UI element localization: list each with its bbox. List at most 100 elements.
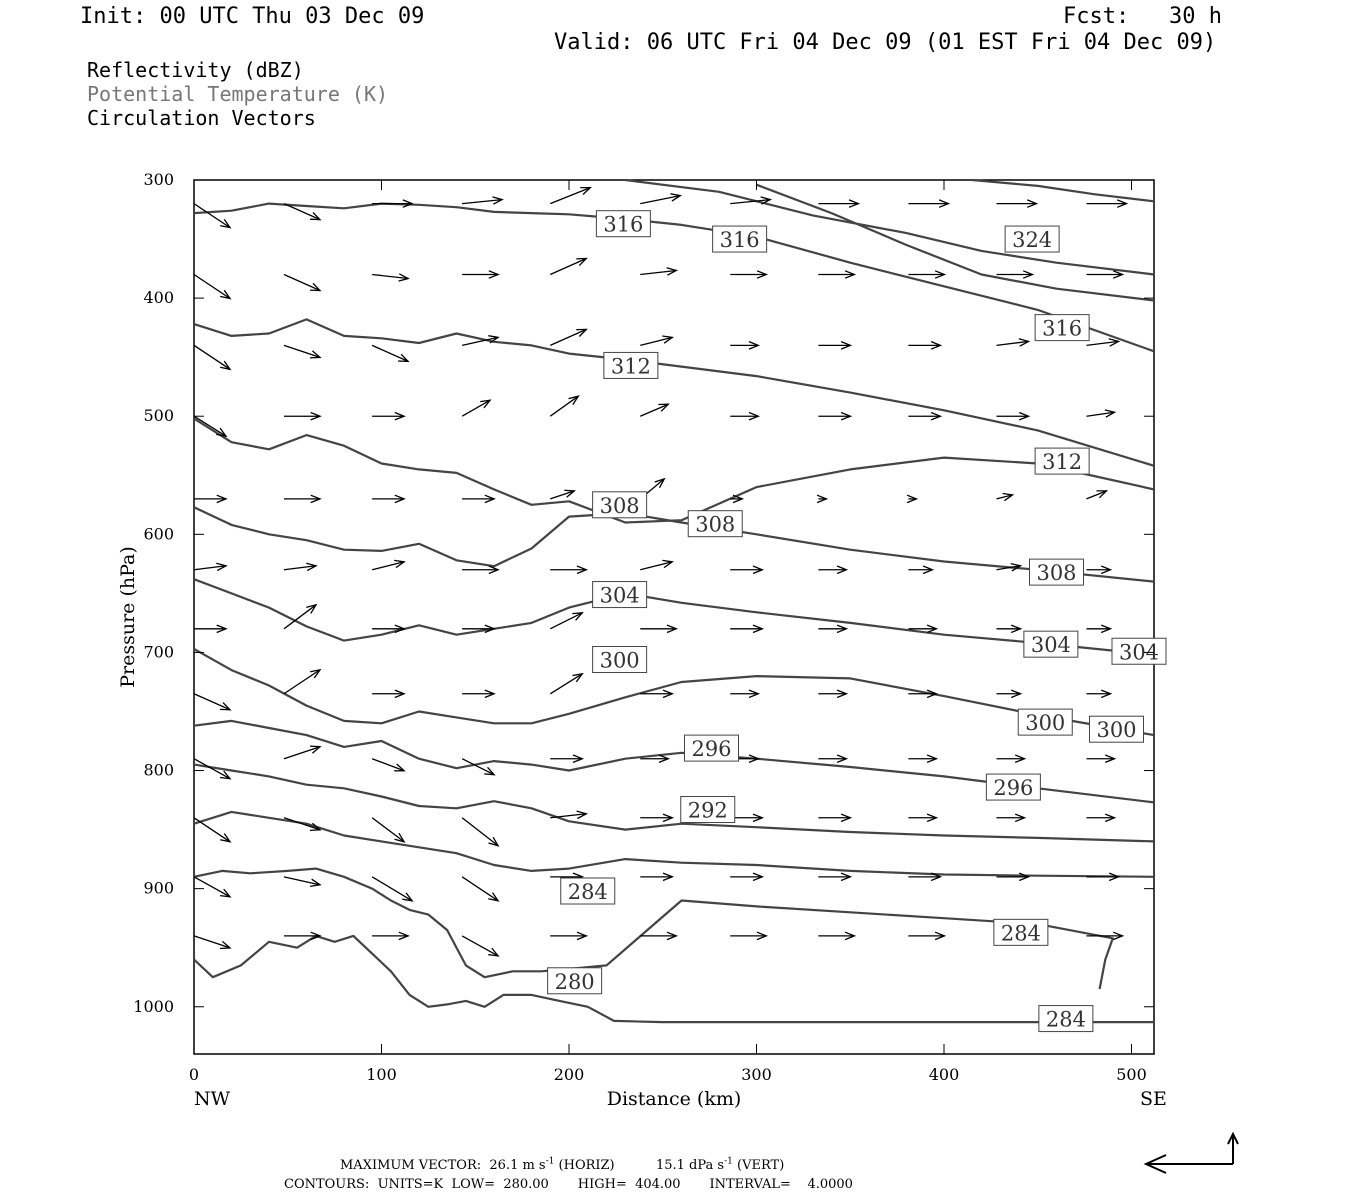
vector-head [1010,689,1023,699]
vector-head [1018,872,1031,882]
circulation-vector [372,689,406,699]
vector-head [220,289,232,300]
vector-head [840,340,853,350]
vector-shaft [1086,340,1119,346]
vector-shaft [193,273,231,300]
circulation-vector [549,257,588,276]
contour-label-text: 284 [1046,1008,1086,1032]
y-tick-label: 1000 [133,997,174,1016]
circulation-vector [193,935,232,950]
circulation-vector [908,340,943,350]
circulation-vector [730,689,761,699]
contour-332 [972,178,1155,203]
circulation-vector [462,494,496,504]
circulation-vector [908,931,947,941]
contour-label: 284 [1038,1005,1094,1033]
vector-head [752,624,765,634]
contour-label-text: 316 [720,228,760,252]
contour-284 [193,867,1114,990]
vector-head [394,559,406,569]
contour-label-box [1089,715,1144,743]
circulation-vector [1086,624,1113,634]
vector-head [906,494,919,504]
circulation-vector [996,492,1015,502]
circulation-vector [462,624,496,634]
contour-label-text: 308 [695,513,735,537]
circulation-vector [908,411,943,421]
max-vector-line: MAXIMUM VECTOR: 26.1 m s-1 (HORIZ) 15.1 … [340,1157,784,1173]
circulation-vector [284,494,322,504]
contour-label-box [1004,225,1060,253]
y-axis-title: Pressure (hPa) [117,546,139,688]
circulation-vector [640,267,679,276]
horiz-value: 26.1 m s [489,1158,546,1173]
circulation-vector [818,411,853,421]
vector-shaft [461,758,495,776]
vector-head [576,810,589,820]
circulation-vector [193,817,232,843]
vector-head [1014,813,1027,823]
vector-head [926,754,939,764]
contour-label-text: 284 [1001,921,1041,945]
vector-head [1100,565,1113,575]
vector-head [1112,931,1125,941]
vector-head [666,624,679,634]
contour-label: 304 [1023,630,1079,658]
x-tick-label: 0 [189,1065,199,1084]
circulation-vector [550,565,589,575]
vector-head [394,411,406,421]
vector-shaft [996,340,1029,346]
vector-head [1096,490,1109,499]
vector-head [220,888,232,898]
circulation-vector [996,338,1031,347]
vector-head [658,403,670,412]
contour-312 [193,417,1155,524]
contour-label-text: 300 [1096,718,1136,742]
contour-label-box [592,646,648,674]
vector-head [748,689,761,699]
y-tick-label: 300 [143,170,174,189]
vector-head [309,212,322,221]
circulation-vector [193,203,232,229]
circulation-vector [1086,338,1121,347]
circulation-vector [906,494,919,504]
vector-head [576,931,589,941]
vector-head [394,624,406,634]
vector-shaft [193,415,227,437]
circulation-vector [640,754,671,764]
vector-head [394,763,406,772]
circulation-vector [818,565,849,575]
circulation-vector [461,758,496,776]
contour-label: 280 [547,967,603,995]
contour-292 [193,763,1155,843]
circulation-vector [640,689,675,699]
vector-shaft [996,565,1021,571]
vector-shaft [283,273,321,292]
circulation-vector [818,624,849,634]
circulation-vector [371,876,414,902]
vector-shaft [283,817,321,831]
circulation-vector [818,813,853,823]
vector-head [398,273,410,282]
vector-shaft [461,817,499,847]
vector-head [922,565,935,575]
vector-shaft [640,561,673,571]
init-time: Init: 00 UTC Thu 03 Dec 09 [80,4,425,29]
vector-head [840,872,853,882]
contour-label: 308 [687,510,743,538]
circulation-vector [461,399,492,417]
vector-head [564,489,576,498]
contour-label: 304 [592,581,648,609]
circulation-vector [1086,754,1117,764]
vector-head [398,931,410,941]
vector-head [756,931,769,941]
contour-label: 296 [684,734,739,762]
vector-shaft [193,344,231,370]
vector-head [310,494,322,504]
axis-ticks [193,179,1154,1054]
vector-shaft [461,876,499,902]
vector-head [572,672,584,683]
circulation-vector [372,931,410,941]
vector-head [220,770,232,780]
vector-head [220,833,232,843]
